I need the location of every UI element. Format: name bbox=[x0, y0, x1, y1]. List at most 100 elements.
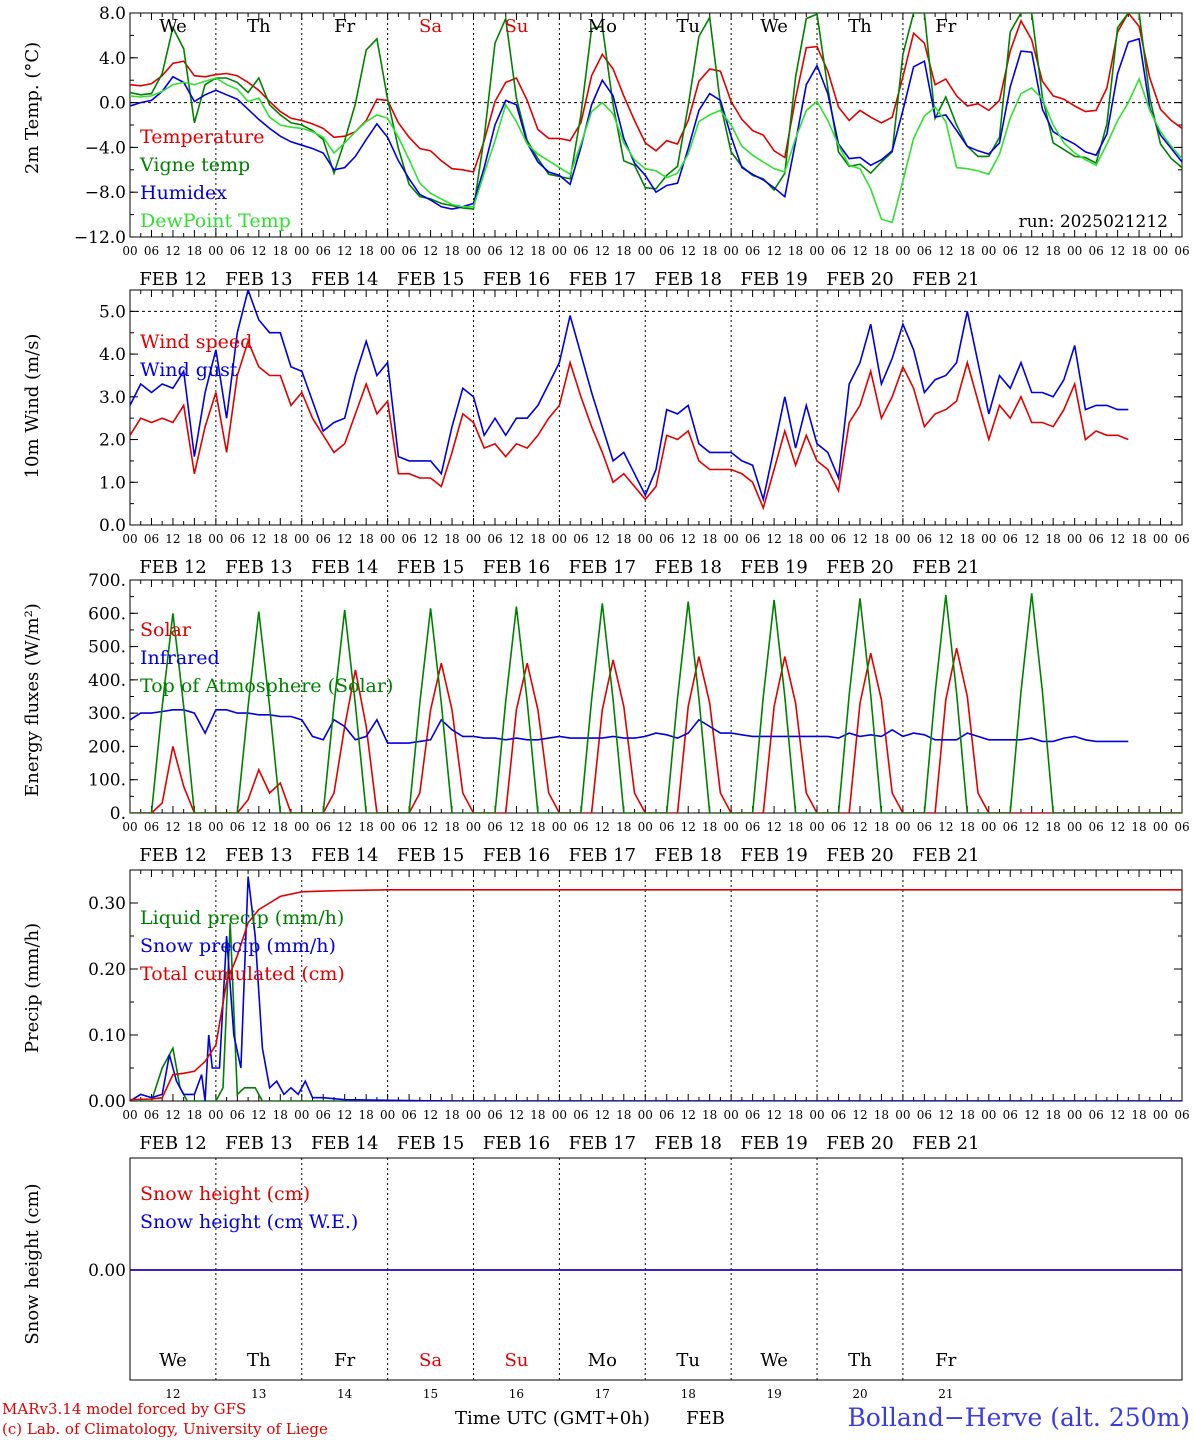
temperature-hour-label: 18 bbox=[616, 244, 631, 258]
temperature-hour-label: 12 bbox=[766, 244, 781, 258]
temperature-y-tick-label: 0.0 bbox=[99, 94, 126, 114]
energy-hour-label: 00 bbox=[466, 820, 481, 834]
copyright-credit: (c) Lab. of Climatology, University of L… bbox=[2, 1420, 328, 1438]
temperature-hour-label: 00 bbox=[380, 244, 395, 258]
temperature-hour-label: 00 bbox=[122, 244, 137, 258]
temperature-hour-label: 00 bbox=[981, 244, 996, 258]
temp-day-name: Sa bbox=[419, 16, 442, 37]
wind-hour-label: 00 bbox=[724, 532, 739, 546]
precip-legend-entry: Snow precip (mm/h) bbox=[140, 935, 336, 957]
month-label: FEB bbox=[686, 1408, 725, 1429]
precip-frame bbox=[129, 869, 1183, 1102]
temperature-hour-label: 00 bbox=[294, 244, 309, 258]
energy-hour-label: 06 bbox=[659, 820, 674, 834]
temperature-hour-label: 00 bbox=[724, 244, 739, 258]
wind-hour-label: 12 bbox=[938, 532, 953, 546]
wind-date-label: FEB 19 bbox=[740, 557, 807, 578]
temperature-hour-label: 18 bbox=[1131, 244, 1146, 258]
wind-hour-label: 18 bbox=[530, 532, 545, 546]
wind-hour-label: 06 bbox=[745, 532, 760, 546]
temperature-series-line bbox=[130, 37, 1182, 210]
energy-hour-label: 18 bbox=[1046, 820, 1061, 834]
precip-y-tick-label: 0.00 bbox=[88, 1092, 126, 1112]
energy-date-label: FEB 21 bbox=[912, 845, 979, 866]
wind-hour-label: 00 bbox=[1153, 532, 1168, 546]
wind-hour-label: 00 bbox=[294, 532, 309, 546]
precip-hour-label: 12 bbox=[766, 1108, 781, 1122]
snow-day-name: Th bbox=[247, 1350, 271, 1371]
run-label: run: 2025021212 bbox=[1019, 212, 1168, 232]
precip-hour-label: 12 bbox=[423, 1108, 438, 1122]
energy-hour-label: 18 bbox=[702, 820, 717, 834]
snow-day-name: Fr bbox=[935, 1350, 956, 1371]
energy-hour-label: 06 bbox=[144, 820, 159, 834]
energy-hour-label: 18 bbox=[444, 820, 459, 834]
precip-y-axis-label: Precip (mm/h) bbox=[22, 923, 43, 1053]
energy-series-line bbox=[130, 648, 1182, 813]
energy-hour-label: 12 bbox=[595, 820, 610, 834]
wind-hour-label: 00 bbox=[380, 532, 395, 546]
snow-day-name: Sa bbox=[419, 1350, 442, 1371]
energy-hour-label: 06 bbox=[487, 820, 502, 834]
temperature-hour-label: 18 bbox=[273, 244, 288, 258]
wind-y-tick-label: 4.0 bbox=[99, 345, 126, 365]
snow-day-number: 16 bbox=[509, 1387, 524, 1401]
wind-y-tick-label: 5.0 bbox=[99, 302, 126, 322]
temp-day-name: Th bbox=[848, 16, 872, 37]
wind-hour-label: 12 bbox=[681, 532, 696, 546]
wind-hour-label: 06 bbox=[573, 532, 588, 546]
wind-hour-label: 18 bbox=[1131, 532, 1146, 546]
wind-y-tick-label: 3.0 bbox=[99, 388, 126, 408]
temperature-hour-label: 12 bbox=[1024, 244, 1039, 258]
snow-day-number: 20 bbox=[852, 1387, 867, 1401]
precip-hour-label: 18 bbox=[273, 1108, 288, 1122]
wind-hour-label: 00 bbox=[638, 532, 653, 546]
precip-hour-label: 12 bbox=[251, 1108, 266, 1122]
temperature-date-label: FEB 20 bbox=[826, 269, 893, 290]
temperature-hour-label: 18 bbox=[788, 244, 803, 258]
energy-y-tick-label: 400. bbox=[88, 671, 126, 691]
wind-hour-label: 06 bbox=[230, 532, 245, 546]
energy-hour-label: 18 bbox=[359, 820, 374, 834]
wind-hour-label: 18 bbox=[187, 532, 202, 546]
energy-hour-label: 18 bbox=[530, 820, 545, 834]
precip-hour-label: 00 bbox=[1153, 1108, 1168, 1122]
precip-hour-label: 00 bbox=[466, 1108, 481, 1122]
temperature-date-label: FEB 17 bbox=[569, 269, 636, 290]
wind-hour-label: 12 bbox=[165, 532, 180, 546]
precip-panel: 00 06 12 18 00 06 12 18 00 06 12 18 00 06 12 18 00 06 12 18… bbox=[22, 869, 1190, 1154]
energy-hour-label: 06 bbox=[1174, 820, 1189, 834]
wind-hour-label: 12 bbox=[1024, 532, 1039, 546]
temperature-date-label: FEB 12 bbox=[139, 269, 206, 290]
temperature-hour-label: 12 bbox=[423, 244, 438, 258]
wind-hour-label: 18 bbox=[616, 532, 631, 546]
snow-legend-entry: Snow height (cm W.E.) bbox=[140, 1211, 358, 1233]
precip-date-label: FEB 13 bbox=[225, 1133, 292, 1154]
wind-hour-label: 00 bbox=[466, 532, 481, 546]
energy-hour-label: 12 bbox=[251, 820, 266, 834]
snow-day-number: 19 bbox=[766, 1387, 781, 1401]
precip-hour-label: 06 bbox=[1003, 1108, 1018, 1122]
energy-series-line bbox=[130, 593, 1182, 813]
temperature-hour-label: 00 bbox=[1153, 244, 1168, 258]
energy-y-tick-label: 700. bbox=[88, 571, 126, 591]
temperature-date-label: FEB 16 bbox=[483, 269, 550, 290]
precip-date-label: FEB 14 bbox=[311, 1133, 378, 1154]
precip-series-line bbox=[130, 922, 1182, 1101]
energy-date-label: FEB 13 bbox=[225, 845, 292, 866]
temperature-hour-label: 12 bbox=[1110, 244, 1125, 258]
temperature-hour-label: 00 bbox=[809, 244, 824, 258]
temperature-hour-label: 12 bbox=[938, 244, 953, 258]
wind-hour-label: 00 bbox=[981, 532, 996, 546]
temperature-hour-label: 18 bbox=[187, 244, 202, 258]
precip-legend-entry: Liquid precip (mm/h) bbox=[140, 907, 344, 929]
precip-hour-label: 00 bbox=[895, 1108, 910, 1122]
temperature-hour-label: 06 bbox=[487, 244, 502, 258]
temp-day-name: Mo bbox=[588, 16, 617, 37]
precip-hour-label: 18 bbox=[616, 1108, 631, 1122]
wind-hour-label: 12 bbox=[1110, 532, 1125, 546]
snow-day-name: We bbox=[159, 1350, 187, 1371]
wind-series-line bbox=[130, 290, 1129, 503]
wind-hour-label: 06 bbox=[1088, 532, 1103, 546]
